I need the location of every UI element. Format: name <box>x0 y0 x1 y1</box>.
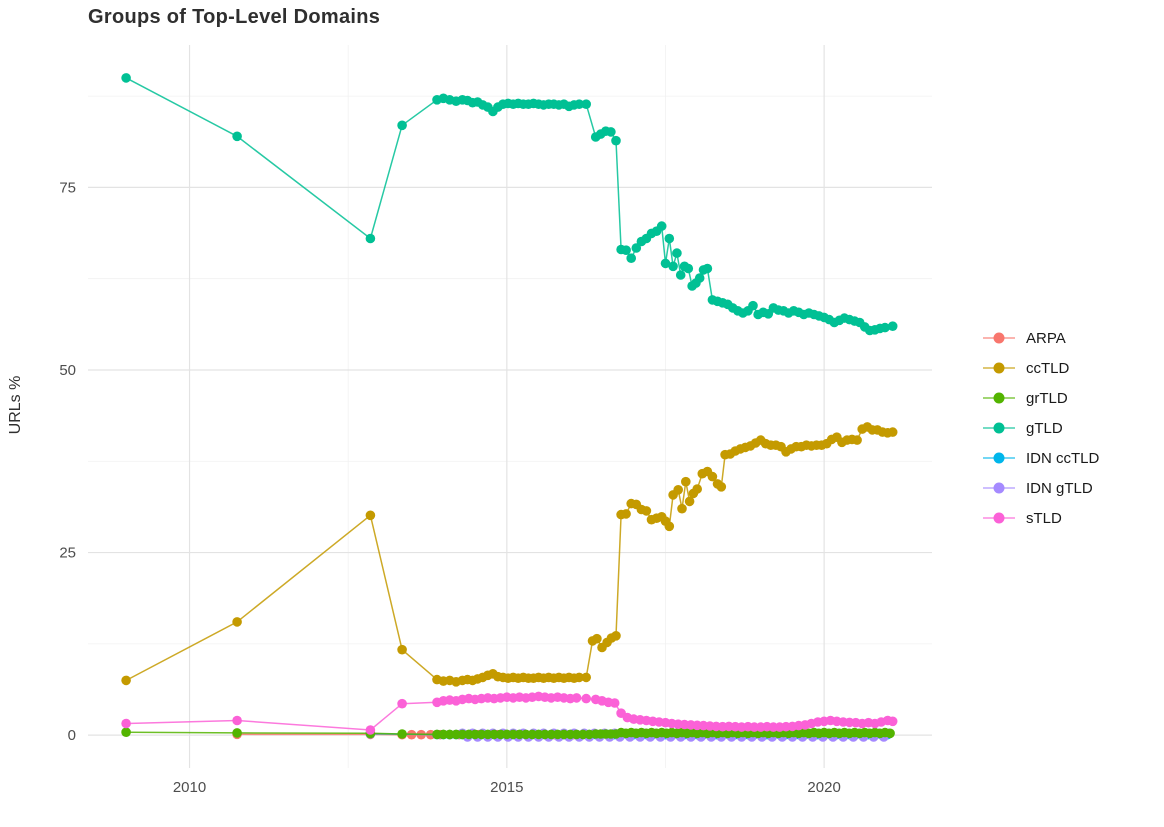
legend-item-gtld: gTLD <box>982 413 1099 443</box>
legend-label: sTLD <box>1026 509 1062 527</box>
svg-text:2010: 2010 <box>173 779 206 796</box>
series-grtld <box>121 727 895 740</box>
legend-key-icon <box>983 332 1015 344</box>
legend-key-icon <box>983 482 1015 494</box>
grid-minor <box>88 45 932 768</box>
legend-label: IDN gTLD <box>1026 479 1093 497</box>
legend: ARPA ccTLD grTLD gTLD IDN ccTLD IDN gTLD sTLD <box>982 323 1099 533</box>
legend-item-cctld: ccTLD <box>982 353 1099 383</box>
legend-key-icon <box>983 422 1015 434</box>
legend-item-idn-gtld: IDN gTLD <box>982 473 1099 503</box>
grid-major <box>88 45 932 768</box>
svg-text:50: 50 <box>59 362 76 379</box>
legend-label: ccTLD <box>1026 359 1070 377</box>
svg-text:2020: 2020 <box>807 779 840 796</box>
legend-item-grtld: grTLD <box>982 383 1099 413</box>
legend-label: IDN ccTLD <box>1026 449 1100 467</box>
series-stld <box>121 691 898 735</box>
legend-label: ARPA <box>1026 329 1066 347</box>
legend-item-idn-cctld: IDN ccTLD <box>982 443 1099 473</box>
legend-label: grTLD <box>1026 389 1068 407</box>
legend-key-icon <box>983 512 1015 524</box>
legend-key-icon <box>983 392 1015 404</box>
svg-text:2015: 2015 <box>490 779 523 796</box>
legend-label: gTLD <box>1026 419 1063 437</box>
svg-text:0: 0 <box>68 727 76 744</box>
axis-tick-labels: 0 25 50 75 2010 2015 2020 <box>59 179 840 796</box>
series-gtld <box>121 73 898 336</box>
svg-text:25: 25 <box>59 545 76 562</box>
legend-item-arpa: ARPA <box>982 323 1099 353</box>
svg-text:75: 75 <box>59 179 76 196</box>
legend-key-icon <box>983 452 1015 464</box>
series-cctld <box>121 422 898 687</box>
legend-item-stld: sTLD <box>982 503 1099 533</box>
legend-key-icon <box>983 362 1015 374</box>
chart-title: Groups of Top-Level Domains <box>88 6 381 28</box>
